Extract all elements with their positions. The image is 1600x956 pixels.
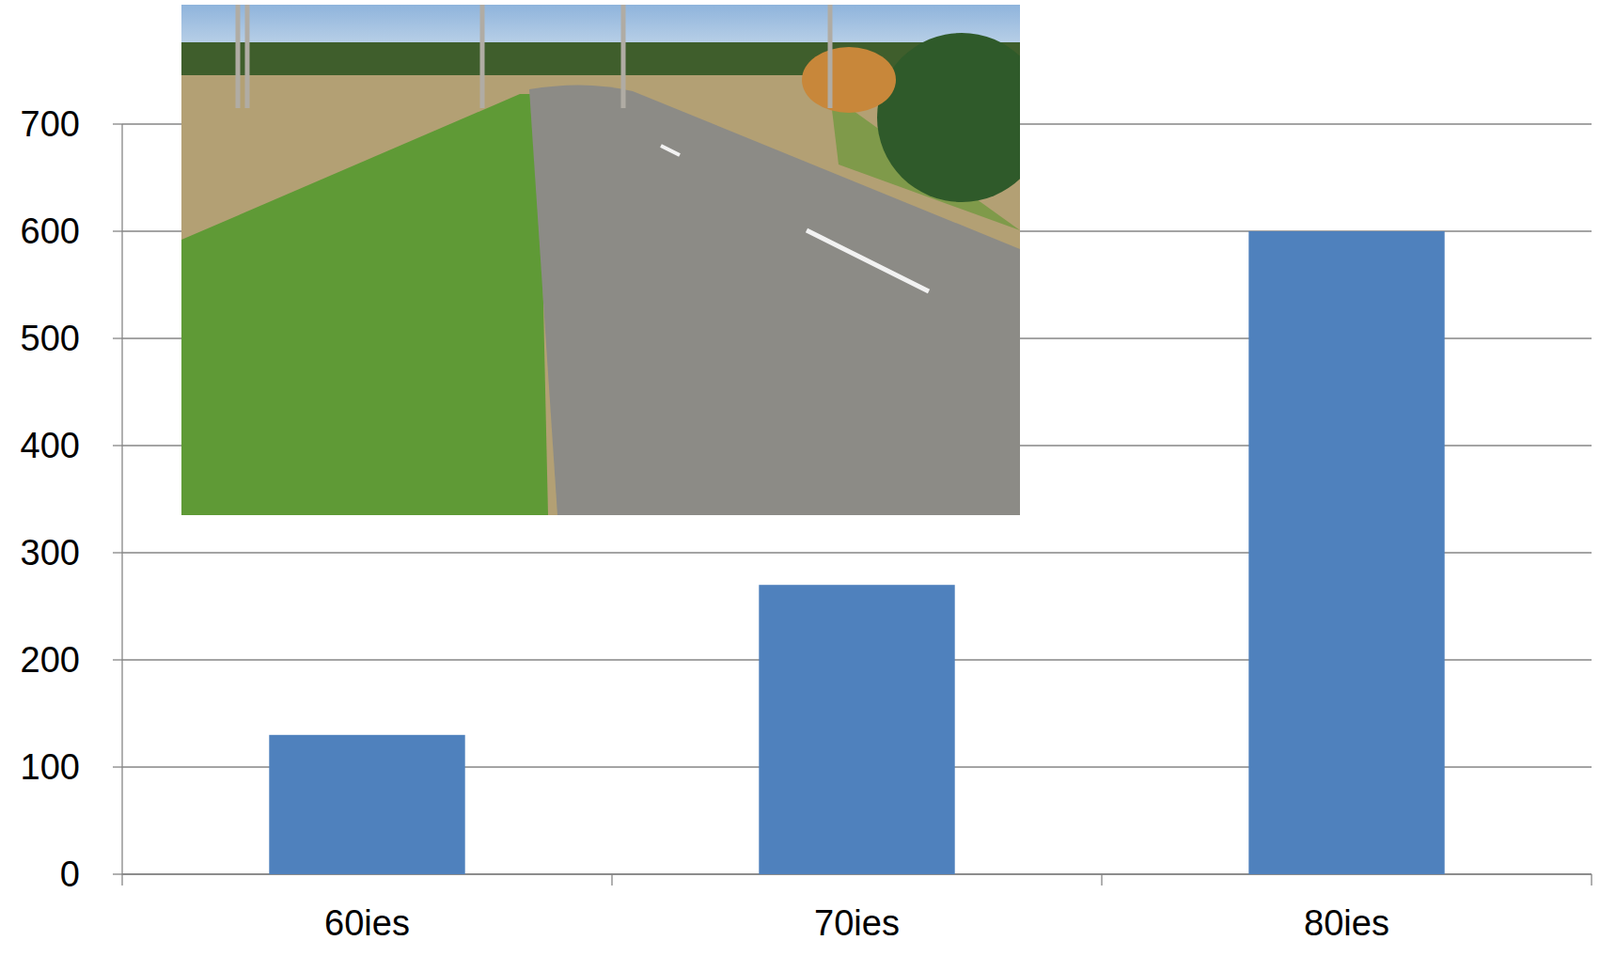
y-tick-label: 300: [20, 533, 80, 573]
photo-lane-mark: [806, 230, 929, 292]
x-tick: [611, 874, 612, 886]
photo-pole: [245, 4, 251, 109]
x-tick-label: 70ies: [814, 903, 900, 943]
photo-bush: [877, 32, 1020, 203]
y-tick: [112, 230, 123, 232]
y-axis: [121, 124, 123, 875]
y-tick: [112, 873, 123, 875]
x-tick: [1590, 874, 1592, 886]
x-tick: [1100, 874, 1102, 886]
y-tick: [112, 123, 123, 125]
y-tick-label: 500: [20, 318, 80, 359]
photo-pole: [621, 4, 627, 109]
y-tick-label: 200: [20, 640, 80, 680]
bars: [268, 231, 1444, 875]
y-tick: [112, 766, 123, 768]
y-tick: [112, 337, 123, 339]
photo: [181, 4, 1020, 516]
y-tick: [112, 444, 123, 446]
y-tick-label: 700: [20, 104, 80, 144]
photo-pole: [828, 4, 833, 109]
y-tick-label: 600: [20, 211, 80, 251]
x-tick-label: 60ies: [324, 903, 410, 943]
y-tick: [112, 658, 123, 660]
photo-pole: [235, 4, 241, 109]
y-tick-label: 400: [20, 425, 80, 466]
bar: [1248, 231, 1444, 875]
photo-bush: [801, 47, 896, 113]
y-tick-label: 0: [60, 854, 80, 895]
photo-grass: [181, 94, 549, 516]
bar: [268, 735, 465, 875]
bar: [758, 584, 955, 875]
x-tick-label: 80ies: [1303, 903, 1390, 943]
x-tick: [121, 874, 123, 886]
photo-pole: [480, 4, 486, 109]
y-tick: [112, 551, 123, 553]
y-tick-label: 100: [20, 747, 80, 787]
chart: 0 100 200 300 400 500 600 700 60ies 70ies 80ies: [0, 0, 1600, 956]
photo-lane-mark: [660, 145, 680, 156]
